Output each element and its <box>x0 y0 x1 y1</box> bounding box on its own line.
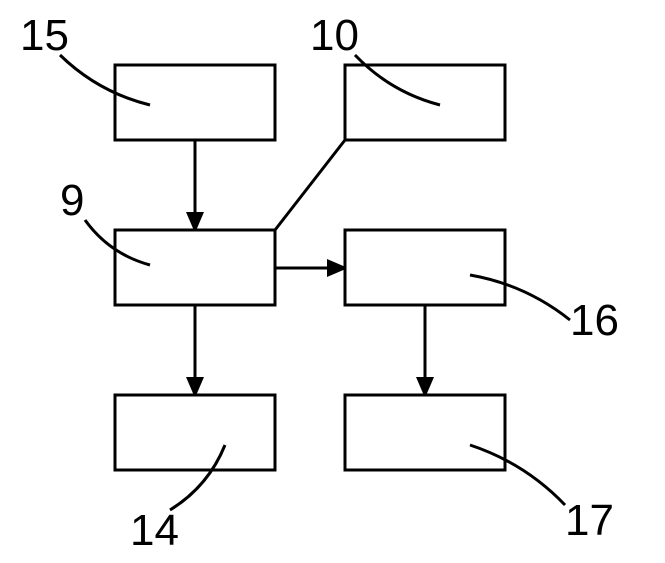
box-b17 <box>345 395 505 470</box>
label-l9: 9 <box>60 176 84 225</box>
label-l17: 17 <box>565 496 614 545</box>
connector-line-0 <box>275 140 345 230</box>
label-l16: 16 <box>570 296 619 345</box>
box-b14 <box>115 395 275 470</box>
box-b9 <box>115 230 275 305</box>
label-l10: 10 <box>310 11 359 60</box>
label-l15: 15 <box>20 11 69 60</box>
box-b16 <box>345 230 505 305</box>
box-b10 <box>345 65 505 140</box>
label-l14: 14 <box>130 506 179 555</box>
